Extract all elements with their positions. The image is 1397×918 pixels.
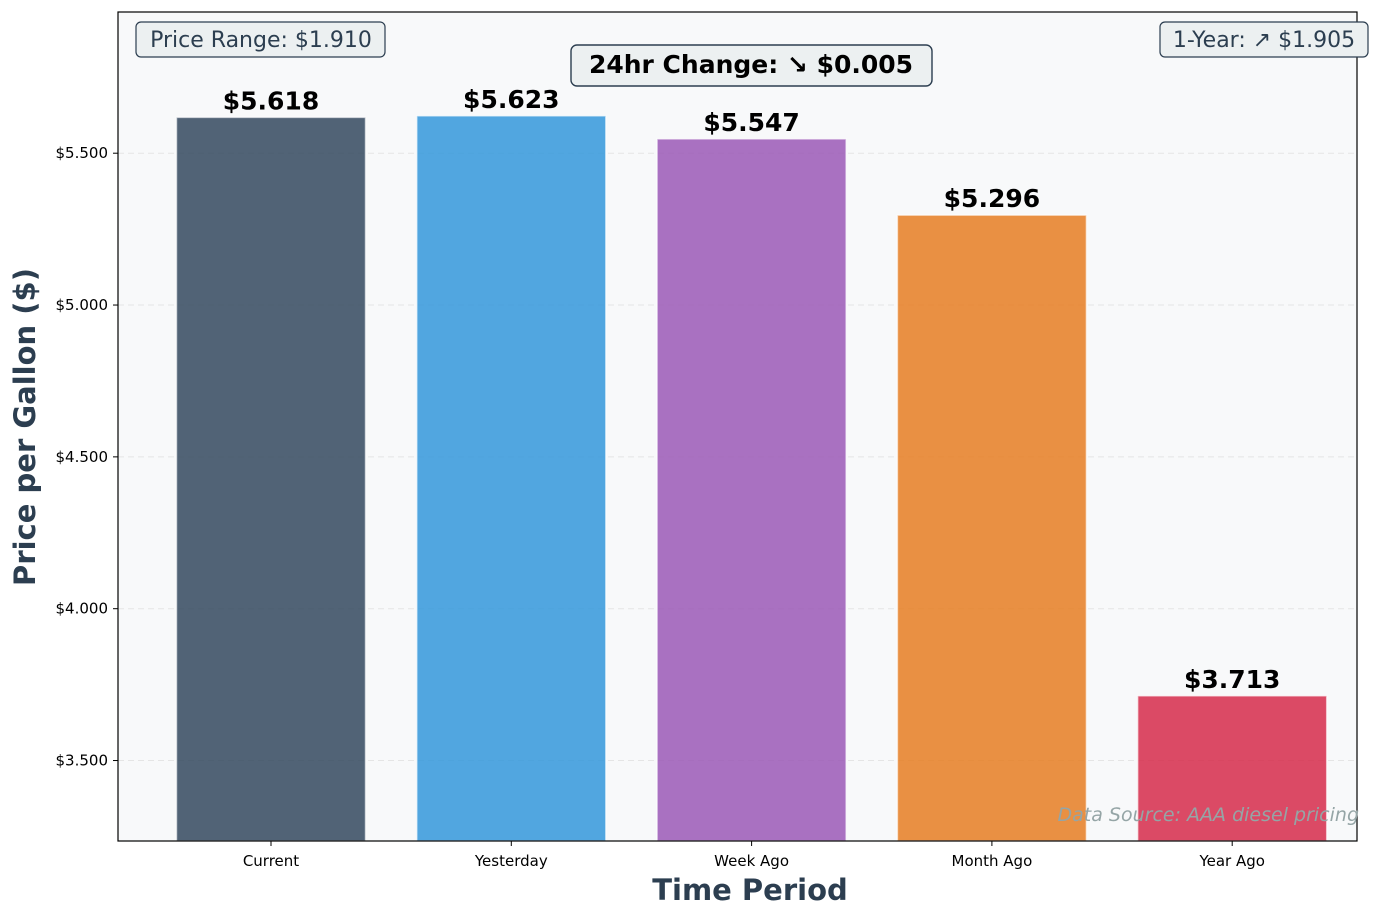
bar-value-label: $5.618 bbox=[223, 86, 319, 115]
value-labels: $5.618 $5.623 $5.547 $5.296 $3.713 bbox=[223, 85, 1281, 694]
x-axis-ticks: Current Yesterday Week Ago Month Ago Year Ag… bbox=[243, 841, 1265, 870]
one-year-text: 1-Year: ↗ $1.905 bbox=[1173, 28, 1355, 53]
bar-value-label: $5.623 bbox=[463, 85, 559, 114]
y-tick-label: $5.000 bbox=[56, 296, 109, 314]
y-axis-title: Price per Gallon ($) bbox=[8, 268, 42, 586]
price-range-text: Price Range: $1.910 bbox=[150, 28, 372, 53]
x-tick-label: Current bbox=[243, 852, 299, 870]
bars bbox=[175, 115, 1328, 842]
x-tick-label: Year Ago bbox=[1198, 852, 1265, 870]
bar-current bbox=[175, 116, 367, 842]
y-axis-ticks: $3.500 $4.000 $4.500 $5.000 $5.500 bbox=[56, 144, 118, 770]
bar-month-ago bbox=[896, 214, 1088, 842]
bar-value-label: $3.713 bbox=[1184, 665, 1280, 694]
x-axis-title: Time Period bbox=[652, 873, 848, 907]
bar-week-ago bbox=[656, 138, 847, 842]
y-tick-label: $4.000 bbox=[56, 600, 109, 618]
x-tick-label: Week Ago bbox=[714, 852, 789, 870]
bar-value-label: $5.296 bbox=[944, 184, 1040, 213]
change-24hr-box: 24hr Change: ↘ $0.005 bbox=[570, 44, 933, 87]
y-tick-label: $5.500 bbox=[56, 144, 109, 162]
one-year-box: 1-Year: ↗ $1.905 bbox=[1159, 21, 1369, 58]
change-24hr-text: 24hr Change: ↘ $0.005 bbox=[589, 50, 913, 79]
price-range-box: Price Range: $1.910 bbox=[135, 21, 386, 58]
x-tick-label: Month Ago bbox=[952, 852, 1033, 870]
x-tick-label: Yesterday bbox=[474, 852, 548, 870]
y-tick-label: $4.500 bbox=[56, 448, 109, 466]
bar-yesterday bbox=[416, 115, 607, 842]
y-tick-label: $3.500 bbox=[56, 752, 109, 770]
plot-frame bbox=[117, 11, 1358, 842]
data-source-text: Data Source: AAA diesel pricing bbox=[1058, 804, 1359, 826]
bar-value-label: $5.547 bbox=[703, 108, 799, 137]
